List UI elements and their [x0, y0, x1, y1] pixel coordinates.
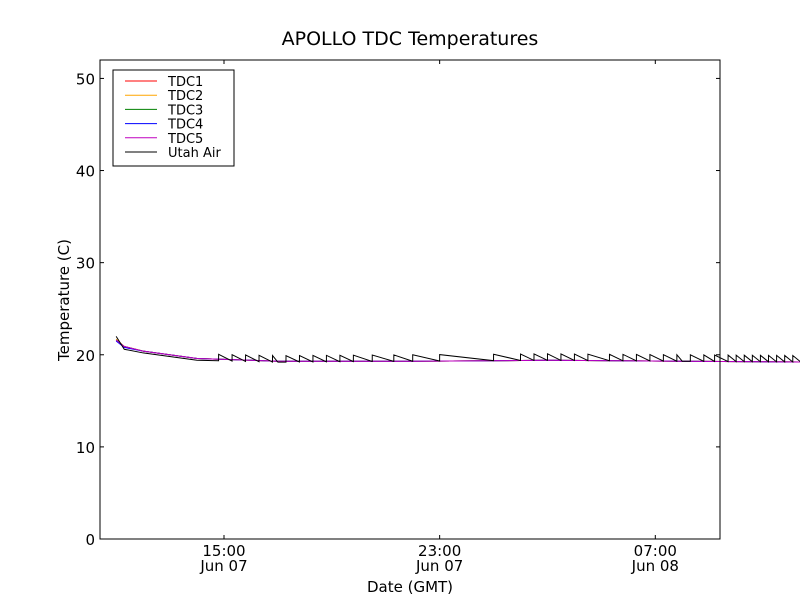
legend-label-tdc5: TDC5: [167, 132, 203, 147]
legend-label-tdc2: TDC2: [167, 89, 203, 104]
x-tick-label-time: 07:00: [634, 542, 677, 560]
series-line-utah-air: [115, 336, 800, 364]
y-tick-label: 50: [76, 70, 95, 88]
axes-frame: [99, 59, 721, 540]
legend-label-tdc4: TDC4: [167, 118, 203, 133]
chart-title: APOLLO TDC Temperatures: [282, 28, 539, 50]
x-tick-label-time: 15:00: [202, 542, 245, 560]
plot-area: [115, 336, 800, 364]
y-ticks: 0 10 20 30 40 50: [76, 70, 720, 549]
legend-label-tdc1: TDC1: [167, 75, 203, 90]
x-axis-label: Date (GMT): [367, 578, 453, 596]
y-tick-label: 10: [76, 439, 95, 457]
x-tick-label-date: Jun 08: [631, 557, 679, 575]
y-tick-label: 20: [76, 347, 95, 365]
y-tick-label: 40: [76, 163, 95, 181]
x-tick-label-date: Jun 07: [415, 557, 463, 575]
legend-frame: [112, 69, 235, 167]
y-tick-label: 0: [85, 531, 95, 549]
x-tick-label-date: Jun 07: [199, 557, 247, 575]
x-tick-label-time: 23:00: [418, 542, 461, 560]
legend-label-tdc3: TDC3: [167, 103, 203, 118]
legend-label-utah-air: Utah Air: [168, 146, 221, 161]
y-tick-label: 30: [76, 255, 95, 273]
y-axis-label: Temperature (C): [55, 239, 73, 362]
